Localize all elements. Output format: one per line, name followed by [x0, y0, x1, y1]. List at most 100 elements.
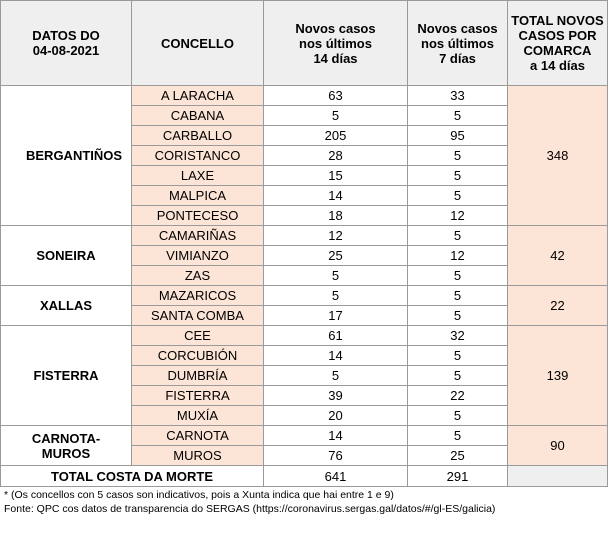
concello-name: DUMBRÍA	[131, 365, 264, 386]
row: VIMIANZO 25 12	[1, 245, 608, 266]
header-line: DATOS DO	[32, 28, 100, 43]
cases-7: 5	[407, 305, 508, 326]
total-14: 641	[263, 465, 408, 487]
comarca-total: 42	[507, 225, 608, 286]
concello-name: ZAS	[131, 265, 264, 286]
concello-name: CORCUBIÓN	[131, 345, 264, 366]
row: LAXE 15 5	[1, 165, 608, 186]
cases-14: 15	[263, 165, 408, 186]
header-line: COMARCA	[523, 43, 592, 58]
header-line: 04-08-2021	[32, 43, 100, 58]
comarca-cell: XALLAS	[0, 285, 132, 326]
cases-14: 20	[263, 405, 408, 426]
concello-name: MUROS	[131, 445, 264, 466]
cases-14: 5	[263, 365, 408, 386]
footnote: * (Os concellos con 5 casos son indicati…	[4, 489, 394, 501]
comarca-name: CARNOTA-MUROS	[31, 430, 101, 461]
cases-14: 5	[263, 105, 408, 126]
concello-name: CARNOTA	[131, 425, 264, 446]
comarca-cell: FISTERRA	[0, 325, 132, 426]
row: XALLAS MAZARICOS 5 5 22	[0, 285, 608, 326]
row: SONEIRA CAMARIÑAS 12 5 42	[0, 225, 608, 286]
table-body: BERGANTIÑOS A LARACHA 63 33 348 CABANA 5 5 CARBA…	[0, 85, 608, 487]
header-line: TOTAL NOVOS	[511, 13, 604, 28]
cases-14: 39	[263, 385, 408, 406]
footnote: Fonte: QPC cos datos de transparencia do…	[4, 503, 496, 515]
cases-7: 12	[407, 245, 508, 266]
header-row: DATOS DO 04-08-2021 CONCELLO Novos casos nos…	[0, 0, 608, 86]
concello-name: FISTERRA	[131, 385, 264, 406]
total-row: TOTAL COSTA DA MORTE 641 291	[0, 465, 608, 487]
cases-14: 61	[263, 325, 408, 346]
comarca-total: 139	[507, 325, 608, 426]
cases-14: 12	[263, 225, 408, 246]
total-blank	[507, 465, 608, 487]
concello-name: CORISTANCO	[131, 145, 264, 166]
row: ZAS 5 5	[1, 265, 608, 286]
concello-name: CAMARIÑAS	[131, 225, 264, 246]
cases-7: 5	[407, 185, 508, 206]
header-line: a 14 días	[530, 58, 585, 73]
comarca-total: 348	[507, 85, 608, 226]
comarca-cell: BERGANTIÑOS	[0, 85, 132, 226]
concello-name: CABANA	[131, 105, 264, 126]
row: MALPICA 14 5	[1, 185, 608, 206]
comarca-name: XALLAS	[40, 298, 92, 313]
cases-7: 5	[407, 145, 508, 166]
cases-7: 5	[407, 105, 508, 126]
header-line: 14 días	[313, 50, 358, 66]
covid-table: DATOS DO 04-08-2021 CONCELLO Novos casos nos…	[0, 0, 608, 487]
concello-name: VIMIANZO	[131, 245, 264, 266]
row: CARNOTA-MUROS CARNOTA 14 5 90	[0, 425, 608, 466]
concello-name: LAXE	[131, 165, 264, 186]
total-label: TOTAL COSTA DA MORTE	[0, 465, 264, 487]
cases-14: 5	[263, 285, 408, 306]
footnotes: * (Os concellos con 5 casos son indicati…	[0, 487, 608, 517]
concello-name: SANTA COMBA	[131, 305, 264, 326]
row: BERGANTIÑOS A LARACHA 63 33 348	[0, 85, 608, 226]
concello-name: MAZARICOS	[131, 285, 264, 306]
cases-14: 25	[263, 245, 408, 266]
row: MUXÍA 20 5	[1, 405, 608, 426]
comarca-total: 22	[507, 285, 608, 326]
comarca-name: FISTERRA	[33, 368, 99, 383]
cases-7: 5	[407, 425, 508, 446]
cases-7: 5	[407, 405, 508, 426]
concello-name: CEE	[131, 325, 264, 346]
cases-7: 5	[407, 165, 508, 186]
row: FISTERRA 39 22	[1, 385, 608, 406]
cases-7: 25	[407, 445, 508, 466]
row: CABANA 5 5	[1, 105, 608, 126]
cases-7: 12	[407, 205, 508, 226]
header-line: Novos casos	[417, 20, 498, 36]
cases-7: 33	[407, 85, 508, 106]
cases-7: 5	[407, 345, 508, 366]
header-line: nos últimos	[299, 35, 372, 51]
cases-14: 17	[263, 305, 408, 326]
concello-name: MUXÍA	[131, 405, 264, 426]
cases-7: 32	[407, 325, 508, 346]
cases-14: 18	[263, 205, 408, 226]
cases-14: 63	[263, 85, 408, 106]
row: CORISTANCO 28 5	[1, 145, 608, 166]
comarca-name: BERGANTIÑOS	[26, 148, 123, 163]
cases-14: 5	[263, 265, 408, 286]
cases-14: 14	[263, 425, 408, 446]
concello-name: CARBALLO	[131, 125, 264, 146]
cases-7: 95	[407, 125, 508, 146]
header-line: CONCELLO	[161, 35, 234, 51]
cases-7: 22	[407, 385, 508, 406]
cases-7: 5	[407, 225, 508, 246]
concello-name: PONTECESO	[131, 205, 264, 226]
header-cell: CONCELLO	[131, 0, 264, 86]
cases-14: 14	[263, 345, 408, 366]
cases-7: 5	[407, 365, 508, 386]
header-cell: Novos casos nos últimos 14 días	[263, 0, 408, 86]
cases-7: 5	[407, 265, 508, 286]
cases-14: 14	[263, 185, 408, 206]
row: FISTERRA CEE 61 32 139	[0, 325, 608, 426]
comarca-total: 90	[507, 425, 608, 466]
comarca-name: SONEIRA	[36, 248, 96, 263]
header-line: nos últimos	[421, 35, 494, 51]
